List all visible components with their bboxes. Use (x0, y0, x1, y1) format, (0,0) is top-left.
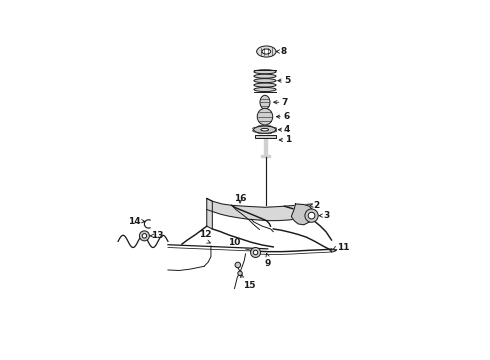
Circle shape (250, 247, 261, 257)
Polygon shape (292, 204, 312, 225)
Ellipse shape (257, 108, 273, 125)
Ellipse shape (260, 95, 270, 109)
Text: 5: 5 (284, 76, 290, 85)
Polygon shape (253, 126, 277, 134)
FancyArrow shape (330, 249, 337, 252)
Text: 4: 4 (284, 125, 290, 134)
Bar (255, 135, 276, 138)
Text: 11: 11 (337, 243, 349, 252)
Text: 14: 14 (127, 217, 140, 226)
Ellipse shape (261, 129, 269, 131)
Text: 9: 9 (265, 260, 271, 269)
Text: 2: 2 (314, 201, 320, 210)
Circle shape (235, 262, 241, 268)
Text: 16: 16 (234, 194, 246, 203)
Text: 10: 10 (228, 238, 241, 247)
Ellipse shape (254, 126, 276, 133)
Text: 6: 6 (283, 112, 289, 121)
Ellipse shape (257, 46, 276, 57)
Text: 13: 13 (151, 231, 164, 240)
Polygon shape (207, 198, 212, 229)
Ellipse shape (254, 70, 276, 74)
Text: 3: 3 (323, 211, 329, 220)
Text: 12: 12 (199, 230, 212, 239)
Polygon shape (207, 198, 312, 221)
Circle shape (253, 250, 258, 255)
Circle shape (305, 209, 318, 222)
Ellipse shape (254, 78, 276, 82)
Ellipse shape (262, 49, 271, 54)
Circle shape (238, 271, 242, 275)
Circle shape (142, 234, 147, 238)
Ellipse shape (254, 74, 276, 78)
Text: 7: 7 (282, 98, 288, 107)
Text: 15: 15 (244, 281, 256, 290)
Text: 8: 8 (280, 47, 287, 56)
Text: 1: 1 (285, 135, 291, 144)
Ellipse shape (254, 83, 276, 87)
Circle shape (308, 212, 315, 219)
Circle shape (140, 231, 149, 241)
Ellipse shape (254, 87, 276, 91)
